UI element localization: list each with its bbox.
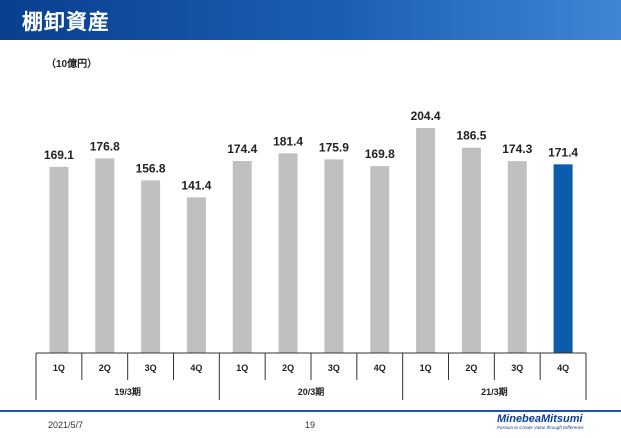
bar: [553, 164, 573, 353]
category-label: 4Q: [557, 363, 569, 373]
page-title: 棚卸資産: [22, 11, 110, 34]
category-label: 1Q: [420, 363, 432, 373]
bar-value-label: 176.8: [90, 139, 120, 153]
bar: [461, 147, 481, 353]
logo-tagline: Passion to Create Value through Differen…: [497, 425, 584, 430]
page-number: 19: [305, 420, 316, 430]
bar: [416, 128, 436, 353]
category-label: 4Q: [190, 363, 202, 373]
category-label: 4Q: [374, 363, 386, 373]
category-label: 2Q: [465, 363, 477, 373]
company-logo: MinebeaMitsumi Passion to Create Value t…: [497, 413, 615, 437]
bar: [186, 197, 206, 353]
bar: [49, 166, 69, 353]
bar: [278, 153, 298, 353]
group-label: 20/3期: [298, 386, 325, 397]
bar-value-label: 175.9: [319, 140, 349, 154]
bar: [324, 159, 344, 353]
bar-value-label: 169.1: [44, 148, 74, 162]
bar-value-label: 174.4: [227, 142, 257, 156]
group-label: 21/3期: [481, 386, 508, 397]
bar: [370, 166, 390, 353]
category-label: 3Q: [145, 363, 157, 373]
bar-value-label: 169.8: [365, 147, 395, 161]
bar: [232, 161, 252, 353]
bar-value-label: 186.5: [456, 129, 486, 143]
category-label: 1Q: [236, 363, 248, 373]
category-label: 2Q: [99, 363, 111, 373]
group-label: 19/3期: [114, 386, 141, 397]
bar-value-label: 181.4: [273, 134, 303, 148]
footer-date: 2021/5/7: [48, 420, 84, 430]
bar: [141, 180, 161, 353]
inventory-bar-chart: 169.1 1Q 176.8 2Q 156.8 3Q 141.4 4Q 174.4 1Q 181.4…: [35, 109, 587, 400]
bar-value-label: 174.3: [502, 142, 532, 156]
category-label: 3Q: [511, 363, 523, 373]
bar: [507, 161, 527, 353]
logo-wordmark: MinebeaMitsumi: [497, 413, 583, 425]
category-label: 1Q: [53, 363, 65, 373]
bar-value-label: 171.4: [548, 145, 578, 159]
header-bar: 棚卸資産: [0, 0, 621, 40]
footer-divider: [0, 410, 621, 412]
bar: [95, 158, 115, 353]
unit-label: （10億円）: [46, 59, 98, 70]
bar-value-label: 156.8: [136, 161, 166, 175]
bar-value-label: 204.4: [411, 109, 441, 123]
bar-value-label: 141.4: [181, 178, 211, 192]
category-label: 2Q: [282, 363, 294, 373]
category-label: 3Q: [328, 363, 340, 373]
